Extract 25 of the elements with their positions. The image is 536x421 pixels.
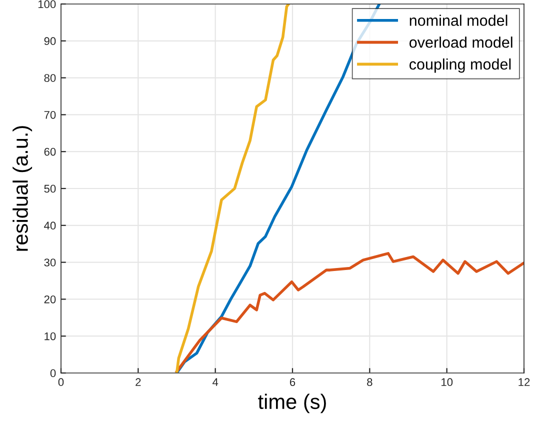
x-tick-label: 12 [518, 378, 530, 386]
y-tick-label: 30 [44, 258, 56, 266]
line-series [175, 4, 290, 373]
legend-label: coupling model [410, 58, 511, 73]
y-tick-label: 20 [44, 295, 56, 304]
line-series [175, 252, 524, 373]
legend-label: nominal model [410, 14, 508, 26]
x-axis-title: time (s) [258, 394, 326, 414]
x-tick-label: 4 [212, 378, 218, 386]
x-tick-label: 0 [58, 378, 64, 386]
y-tick-label: 90 [44, 37, 56, 46]
y-tick-label: 100 [38, 0, 56, 8]
x-tick-label: 8 [367, 378, 372, 386]
y-tick-label: 80 [44, 74, 56, 82]
x-tick-label: 6 [290, 378, 296, 386]
y-tick-label: 40 [44, 222, 56, 230]
y-tick-label: 0 [50, 369, 56, 378]
y-tick-label: 60 [44, 148, 56, 156]
y-tick-label: 10 [44, 332, 56, 340]
y-tick-label: 50 [44, 184, 56, 193]
legend-label: overload model [409, 36, 512, 48]
x-tick-label: 2 [136, 378, 141, 386]
y-tick-label: 70 [44, 110, 56, 119]
x-tick-label: 10 [442, 378, 453, 386]
y-axis-title: residual (a.u.) [12, 126, 32, 251]
